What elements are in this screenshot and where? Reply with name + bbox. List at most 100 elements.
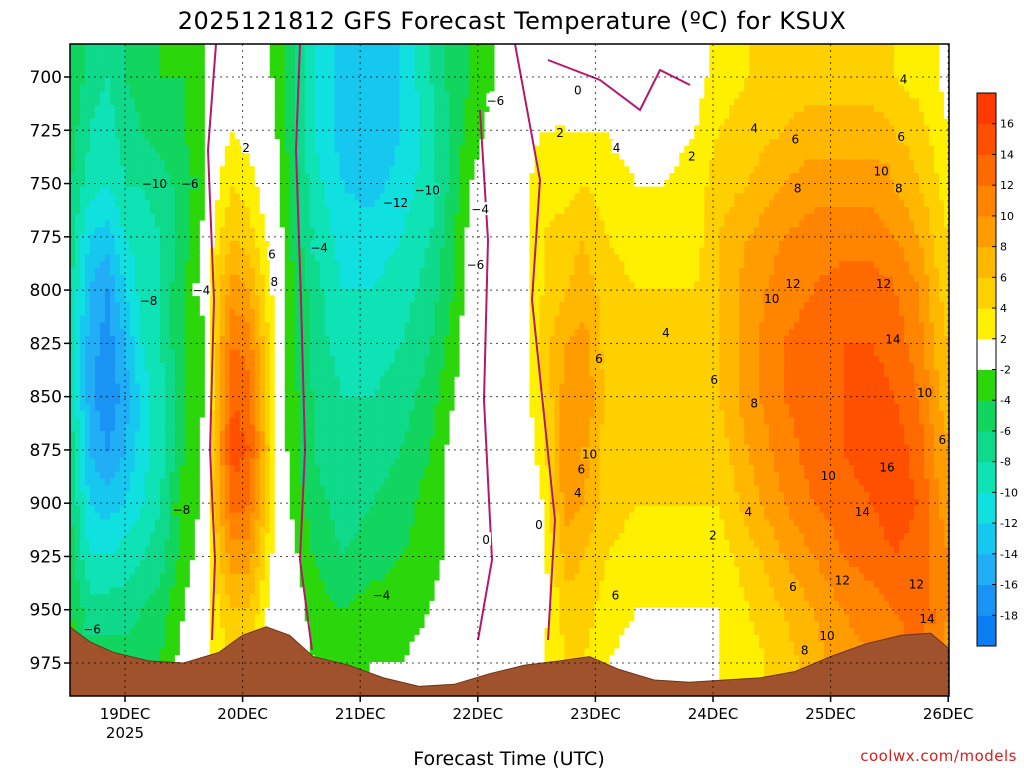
field-cell (309, 261, 316, 269)
field-cell (99, 628, 106, 636)
field-cell (284, 152, 291, 161)
field-cell (234, 179, 241, 188)
field-cell (149, 213, 156, 222)
field-cell (299, 220, 306, 228)
field-cell (119, 64, 126, 72)
field-cell (259, 512, 266, 521)
field-cell (174, 526, 181, 534)
field-cell (189, 471, 196, 480)
field-cell (149, 478, 156, 487)
field-cell (134, 50, 141, 59)
field-cell (299, 139, 306, 147)
field-cell (234, 376, 241, 385)
field-cell (319, 424, 326, 432)
field-cell (284, 621, 291, 629)
field-cell (229, 383, 236, 391)
field-cell (264, 118, 271, 127)
field-cell (104, 614, 111, 622)
field-cell (209, 139, 216, 147)
field-cell (159, 105, 166, 113)
field-cell (94, 471, 101, 480)
field-cell (104, 417, 111, 425)
field-cell (154, 268, 161, 276)
field-cell (70, 458, 76, 466)
field-cell (304, 98, 311, 106)
field-cell (74, 207, 81, 215)
field-cell (174, 410, 181, 419)
field-cell (224, 166, 231, 174)
field-cell (284, 173, 291, 181)
field-cell (294, 329, 301, 337)
field-cell (134, 186, 141, 195)
field-cell (279, 322, 286, 330)
field-cell (74, 322, 81, 330)
field-cell (139, 594, 146, 602)
field-cell (314, 166, 321, 174)
field-cell (279, 417, 286, 425)
field-cell (284, 376, 291, 385)
field-cell (294, 512, 301, 521)
field-cell (70, 431, 76, 439)
field-cell (319, 621, 326, 629)
field-cell (104, 152, 111, 161)
field-cell (214, 118, 221, 127)
field-cell (199, 132, 206, 140)
field-cell (179, 200, 186, 208)
field-cell (159, 465, 166, 473)
field-cell (274, 179, 281, 188)
field-cell (84, 356, 91, 364)
field-cell (219, 383, 226, 391)
field-cell (239, 573, 246, 582)
field-cell (94, 179, 101, 188)
field-cell (289, 193, 296, 201)
field-cell (99, 336, 106, 344)
field-cell (119, 84, 126, 93)
field-cell (259, 77, 266, 86)
field-cell (274, 44, 281, 52)
field-cell (84, 274, 91, 283)
field-cell (239, 600, 246, 609)
field-cell (189, 573, 196, 582)
field-cell (169, 390, 176, 398)
field-cell (184, 397, 191, 405)
field-cell (264, 444, 271, 453)
field-cell (179, 118, 186, 127)
field-cell (244, 607, 251, 616)
field-cell (159, 594, 166, 602)
field-cell (119, 499, 126, 507)
field-cell (209, 546, 216, 554)
field-cell (294, 152, 301, 161)
field-cell (134, 417, 141, 425)
field-cell (279, 152, 286, 161)
field-cell (319, 274, 326, 283)
field-cell (144, 356, 151, 364)
field-cell (249, 111, 256, 120)
field-cell (70, 573, 76, 582)
field-cell (154, 607, 161, 616)
field-cell (89, 533, 96, 541)
field-cell (299, 179, 306, 188)
field-cell (99, 451, 106, 459)
field-cell (309, 437, 316, 446)
field-cell (274, 159, 281, 167)
field-cell (104, 546, 111, 554)
field-cell (189, 410, 196, 419)
field-cell (144, 91, 151, 99)
field-cell (179, 166, 186, 174)
field-cell (149, 614, 156, 622)
field-cell (314, 383, 321, 391)
field-cell (70, 254, 76, 262)
field-cell (144, 220, 151, 228)
field-cell (74, 227, 81, 235)
field-cell (89, 478, 96, 487)
field-cell (174, 628, 181, 636)
field-cell (129, 44, 136, 52)
field-cell (274, 451, 281, 459)
field-cell (104, 295, 111, 303)
field-cell (204, 553, 211, 561)
field-cell (289, 173, 296, 181)
field-cell (70, 179, 76, 188)
field-cell (94, 485, 101, 493)
field-cell (304, 512, 311, 521)
field-cell (209, 227, 216, 235)
